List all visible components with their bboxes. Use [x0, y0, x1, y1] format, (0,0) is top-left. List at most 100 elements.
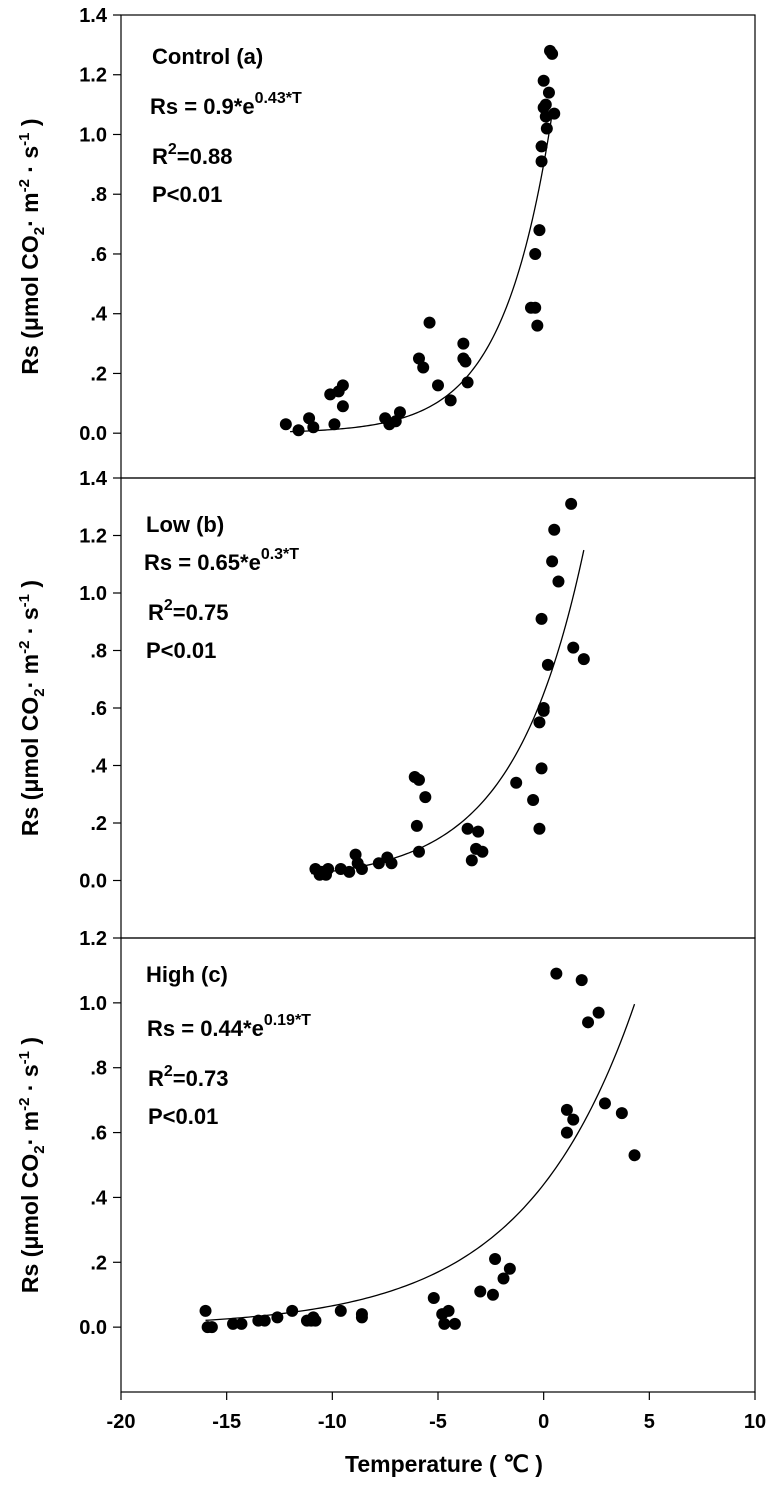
- data-point: [529, 247, 542, 260]
- data-point: [412, 845, 425, 858]
- x-tick-label: 0: [538, 1411, 549, 1433]
- data-point: [567, 1113, 580, 1126]
- data-point: [355, 1308, 368, 1321]
- p-value: P<0.01: [152, 182, 222, 207]
- data-point: [615, 1107, 628, 1120]
- data-point: [336, 379, 349, 392]
- y-tick-label: 1.0: [79, 583, 107, 605]
- data-point: [444, 394, 457, 407]
- data-point: [271, 1311, 284, 1324]
- data-point: [582, 1016, 595, 1029]
- data-point: [533, 224, 546, 237]
- y-tick-label: .4: [90, 756, 108, 778]
- data-point: [575, 974, 588, 987]
- data-point: [389, 415, 402, 428]
- x-tick-label: -5: [429, 1411, 447, 1433]
- regression-equation: Rs = 0.65*e0.3*T: [144, 546, 299, 575]
- data-point: [489, 1253, 502, 1266]
- data-point: [465, 854, 478, 867]
- data-point: [537, 704, 550, 717]
- r-squared: R2=0.73: [148, 1063, 228, 1091]
- data-point: [529, 301, 542, 314]
- data-point: [438, 1317, 451, 1330]
- data-point: [461, 376, 474, 389]
- data-point: [541, 658, 554, 671]
- data-point: [432, 379, 444, 392]
- panel-3: 1.2 1.0 .8 .6 .4 .2 0.0 Rs (μmol CO2· m-2 · s-1…: [16, 928, 756, 1393]
- y-tick-label: 1.0: [79, 124, 107, 146]
- data-point: [497, 1272, 510, 1285]
- data-point: [552, 575, 565, 588]
- data-point: [628, 1149, 641, 1162]
- data-point: [535, 140, 548, 153]
- data-point: [567, 641, 580, 654]
- data-point: [539, 98, 552, 111]
- p-value: P<0.01: [146, 638, 216, 663]
- y-tick-label: 1.2: [79, 65, 107, 87]
- y-axis-label: Rs (μmol CO2· m-2 · s-1 ): [16, 1037, 48, 1293]
- x-tick-label: -20: [107, 1411, 136, 1433]
- data-point: [510, 776, 523, 789]
- data-point: [343, 865, 356, 878]
- y-tick-label: .6: [90, 244, 107, 266]
- data-point: [598, 1097, 611, 1110]
- data-point: [336, 400, 349, 413]
- y-axis-label: Rs (μmol CO2· m-2 · s-1 ): [16, 580, 48, 836]
- data-point: [258, 1314, 271, 1327]
- data-point: [577, 653, 590, 666]
- x-tick-label: 10: [744, 1411, 766, 1433]
- data-point: [535, 612, 548, 625]
- x-tick-label: -10: [318, 1411, 347, 1433]
- y-tick-label: 0.0: [79, 871, 107, 893]
- data-point: [527, 794, 540, 806]
- p-value: P<0.01: [148, 1104, 218, 1129]
- data-point: [476, 845, 489, 858]
- data-point: [372, 857, 385, 870]
- data-point: [535, 762, 548, 775]
- fit-curve: [205, 1003, 636, 1321]
- panel-label: High (c): [146, 962, 228, 987]
- data-point: [328, 418, 341, 431]
- data-point: [486, 1288, 499, 1301]
- data-point: [286, 1304, 299, 1317]
- y-tick-label: 1.4: [79, 5, 108, 27]
- data-point: [546, 555, 559, 568]
- y-tick-label: 1.4: [79, 468, 108, 490]
- data-point: [461, 822, 474, 835]
- data-point: [412, 773, 425, 786]
- y-tick-label: 0.0: [79, 423, 107, 445]
- panel-1: 1.4 1.2 1.0 .8 .6 .4 .2 0.0 Rs (μmol CO2· m-2 · …: [16, 5, 756, 479]
- data-point: [292, 424, 305, 437]
- panel-frame: [120, 14, 756, 479]
- y-tick-label: 1.2: [79, 526, 107, 548]
- y-tick-label: 1.2: [79, 928, 107, 950]
- y-tick-label: .8: [90, 184, 107, 206]
- x-axis-label: Temperature ( ℃ ): [345, 1451, 543, 1477]
- y-tick-label: .2: [90, 1252, 107, 1274]
- data-point: [550, 967, 563, 980]
- data-point: [548, 523, 561, 536]
- y-tick-label: .4: [90, 1187, 108, 1209]
- r-squared: R2=0.88: [152, 141, 232, 169]
- panel-frame: [120, 477, 756, 939]
- data-point: [410, 819, 423, 832]
- x-tick-label: 5: [644, 1411, 655, 1433]
- x-tick-label: -15: [212, 1411, 241, 1433]
- y-tick-label: .6: [90, 1123, 107, 1145]
- data-point: [448, 1317, 461, 1330]
- data-point: [423, 316, 436, 329]
- regression-equation: Rs = 0.9*e0.43*T: [150, 90, 302, 119]
- data-point: [540, 122, 553, 135]
- data-point: [279, 418, 292, 431]
- data-point: [417, 361, 430, 374]
- data-point: [412, 352, 425, 365]
- r-squared: R2=0.75: [148, 597, 228, 625]
- y-tick-label: .2: [90, 363, 107, 385]
- data-point: [565, 497, 578, 510]
- data-point: [427, 1291, 440, 1304]
- data-point: [235, 1317, 248, 1330]
- data-point: [355, 863, 368, 875]
- data-point: [535, 155, 548, 168]
- data-point: [393, 406, 406, 419]
- data-point: [307, 421, 320, 434]
